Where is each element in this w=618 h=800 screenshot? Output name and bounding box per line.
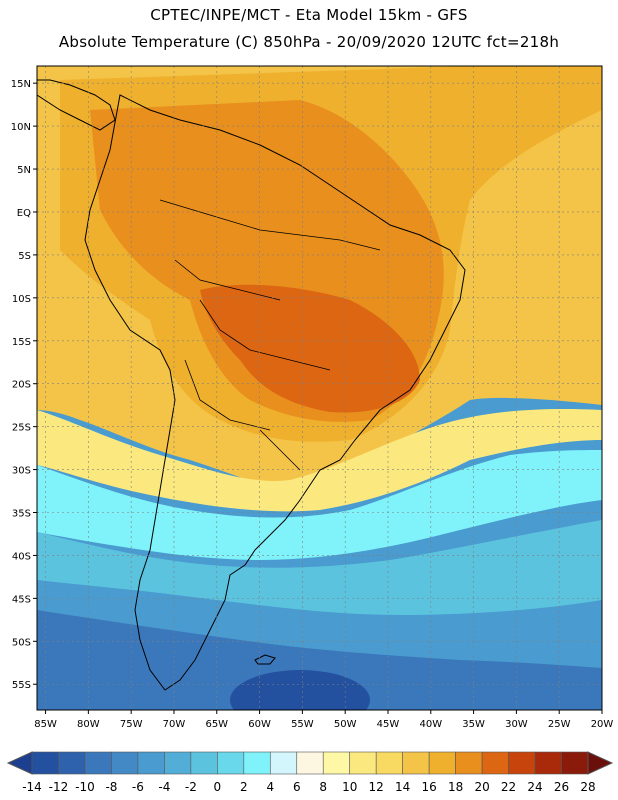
lat-label: 10S	[12, 294, 31, 305]
colorbar-swatch	[84, 751, 112, 775]
lon-label: 75W	[120, 719, 143, 730]
colorbar-swatch	[375, 751, 403, 775]
lon-label: 30W	[505, 719, 528, 730]
lat-label: EQ	[17, 208, 31, 219]
colorbar-tick-label: 10	[342, 780, 357, 794]
colorbar-tick-label: -12	[49, 780, 69, 794]
colorbar-swatch	[217, 751, 245, 775]
colorbar-swatch	[111, 751, 139, 775]
band-pale-south	[37, 409, 602, 512]
graticule	[37, 66, 603, 710]
band-red-core	[200, 284, 420, 413]
colorbar-tick-label: 26	[554, 780, 569, 794]
colorbar-swatch	[481, 751, 509, 775]
colorbar-tick-label: 14	[395, 780, 410, 794]
coastline-falklands	[254, 654, 276, 665]
lat-label: 25S	[12, 423, 31, 434]
lon-label: 60W	[248, 719, 271, 730]
lon-label: 25W	[548, 719, 571, 730]
band-light-blue	[37, 520, 602, 615]
colorbar-swatch	[164, 751, 192, 775]
band-cyan	[37, 450, 602, 560]
colorbar-tick-label: 16	[422, 780, 437, 794]
colorbar-swatch	[296, 751, 324, 775]
lat-label: 15N	[11, 79, 31, 90]
lat-label: 5N	[17, 165, 31, 176]
colorbar-tick-label: -10	[75, 780, 95, 794]
lat-label: 50S	[12, 637, 31, 648]
colorbar-tick-label: -8	[105, 780, 117, 794]
colorbar-tick-label: -2	[185, 780, 197, 794]
colorbar-tick-label: 28	[580, 780, 595, 794]
map-title-line-2: Absolute Temperature (C) 850hPa - 20/09/…	[58, 33, 560, 51]
colorbar-tick-label: 20	[474, 780, 489, 794]
latitude-labels: 15N 10N 5N EQ 5S 10S 15S 20S 25S 30S 35S 40S 45S 50S 5…	[11, 79, 37, 691]
lon-label: 80W	[77, 719, 100, 730]
lon-label: 20W	[591, 719, 614, 730]
band-coldest-core	[230, 670, 370, 710]
colorbar-tick-label: 4	[266, 780, 274, 794]
colorbar-tick-label: 0	[214, 780, 222, 794]
colorbar-max-arrow	[587, 751, 614, 775]
lat-label: 20S	[12, 380, 31, 391]
colorbar-tick-label: 18	[448, 780, 463, 794]
colorbar-swatch	[508, 751, 536, 775]
lon-label: 65W	[205, 719, 228, 730]
lat-label: 30S	[12, 466, 31, 477]
colorbar: -14 -12 -10 -8 -6 -4 -2 0 2 4 6 8 10 12 14 16 18 20 22 24 26…	[6, 751, 614, 794]
country-borders	[159, 199, 381, 471]
colorbar-tick-label: 12	[369, 780, 384, 794]
map-title-line-1: CPTEC/INPE/MCT - Eta Model 15km - GFS	[150, 6, 468, 24]
lat-label: 5S	[18, 251, 31, 262]
map-frame	[36, 65, 603, 711]
colorbar-tick-label: -6	[132, 780, 144, 794]
lat-label: 55S	[12, 680, 31, 691]
colorbar-swatch	[243, 751, 271, 775]
lat-label: 10N	[11, 122, 31, 133]
colorbar-tick-label: 8	[319, 780, 327, 794]
lat-label: 35S	[12, 509, 31, 520]
coastline-central-america	[37, 79, 116, 131]
colorbar-swatch	[190, 751, 218, 775]
lon-label: 45W	[377, 719, 400, 730]
colorbar-tick-label: 6	[293, 780, 301, 794]
lon-label: 70W	[163, 719, 186, 730]
colorbar-tick-label: -4	[158, 780, 170, 794]
colorbar-tick-label: 24	[527, 780, 542, 794]
colorbar-swatch	[58, 751, 86, 775]
lon-label: 35W	[462, 719, 485, 730]
colorbar-swatch	[428, 751, 456, 775]
lon-label: 40W	[419, 719, 442, 730]
colorbar-swatch	[137, 751, 165, 775]
lat-label: 15S	[12, 337, 31, 348]
colorbar-swatch	[402, 751, 430, 775]
lon-label: 50W	[334, 719, 357, 730]
colorbar-tick-label: 2	[240, 780, 248, 794]
colorbar-swatch	[534, 751, 562, 775]
colorbar-swatch	[455, 751, 483, 775]
lon-label: 55W	[291, 719, 314, 730]
colorbar-tick-label: 22	[501, 780, 516, 794]
colorbar-swatch	[561, 751, 589, 775]
colorbar-swatch	[269, 751, 298, 775]
band-dark-blue	[37, 610, 602, 710]
colorbar-tick-label: -14	[22, 780, 42, 794]
temperature-map: 15N 10N 5N EQ 5S 10S 15S 20S 25S 30S 35S 40S 45S 50S 5…	[11, 65, 613, 730]
lon-label: 85W	[34, 719, 57, 730]
lat-label: 45S	[12, 594, 31, 605]
colorbar-swatch	[31, 751, 59, 775]
colorbar-min-arrow	[6, 751, 33, 775]
colorbar-swatch	[322, 751, 351, 775]
longitude-labels: 85W 80W 75W 70W 65W 60W 55W 50W 45W 40W 35W 30W 25W 2…	[34, 710, 613, 730]
colorbar-swatch	[349, 751, 377, 775]
coastline-south-america	[84, 94, 466, 691]
lat-label: 40S	[12, 551, 31, 562]
